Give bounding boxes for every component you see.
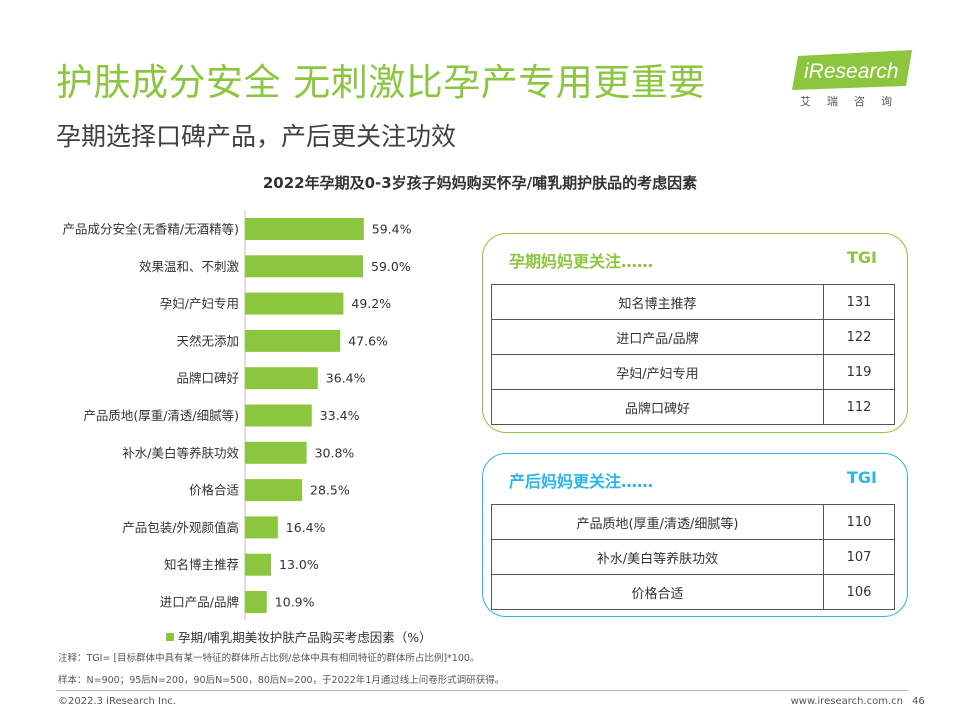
postpartum-panel-heading: 产后妈妈更关注…… (509, 472, 654, 491)
category-label: 产品成分安全(无香精/无酒精等) (63, 222, 239, 237)
table-cell-value: 119 (823, 354, 895, 390)
table-row: 品牌口碑好 112 (491, 389, 895, 425)
pregnancy-panel-heading: 孕期妈妈更关注…… (509, 252, 654, 271)
footer-copyright: ©2022.3 iResearch Inc. (58, 696, 176, 707)
category-label: 产品质地(厚重/清透/细腻等) (83, 408, 239, 423)
chart-legend: 孕期/哺乳期美妆护肤产品购买考虑因素（%） (166, 627, 432, 646)
table-cell-value: 131 (823, 284, 895, 320)
footer-url: www.iresearch.com.cn (790, 696, 903, 707)
category-label: 产品包装/外观颜值高 (122, 520, 239, 535)
category-label: 效果温和、不刺激 (139, 259, 240, 274)
table-row: 知名博主推荐 131 (491, 284, 895, 320)
legend-swatch (166, 633, 174, 641)
table-cell-value: 110 (823, 504, 895, 540)
pregnancy-tgi-label: TGI (847, 248, 877, 267)
postpartum-tgi-label: TGI (847, 468, 877, 487)
bar (245, 441, 307, 464)
data-label: 10.9% (275, 595, 315, 610)
data-label: 59.4% (372, 222, 412, 237)
data-label: 13.0% (279, 557, 319, 572)
table-cell-label: 产品质地(厚重/清透/细腻等) (491, 504, 824, 540)
data-label: 36.4% (326, 371, 366, 386)
page-title: 护肤成分安全 无刺激比孕产专用更重要 (56, 61, 706, 104)
pregnancy-tgi-panel: 孕期妈妈更关注…… TGI 知名博主推荐 131 进口产品/品牌 122 孕妇/… (482, 233, 908, 433)
bar (245, 479, 302, 502)
table-cell-label: 进口产品/品牌 (491, 319, 824, 355)
data-label: 33.4% (320, 408, 360, 423)
chart-title: 2022年孕期及0-3岁孩子妈妈购买怀孕/哺乳期护肤品的考虑因素 (262, 174, 698, 192)
logo-subtext: 艾瑞咨询 (800, 95, 908, 108)
table-cell-value: 112 (823, 389, 895, 425)
bar (245, 218, 364, 240)
pregnancy-tgi-table: 知名博主推荐 131 进口产品/品牌 122 孕妇/产妇专用 119 品牌口碑好… (491, 284, 895, 425)
postpartum-panel-header: 产后妈妈更关注…… TGI (509, 468, 877, 492)
table-cell-label: 品牌口碑好 (491, 389, 824, 425)
footer-divider (56, 690, 908, 691)
table-row: 进口产品/品牌 122 (491, 319, 895, 355)
table-row: 产品质地(厚重/清透/细腻等) 110 (491, 504, 895, 540)
table-cell-label: 补水/美白等养肤功效 (491, 539, 824, 575)
bar (245, 292, 344, 315)
category-label: 知名博主推荐 (164, 557, 239, 572)
bar (245, 329, 341, 352)
postpartum-tgi-panel: 产后妈妈更关注…… TGI 产品质地(厚重/清透/细腻等) 110 补水/美白等… (482, 453, 908, 617)
page-number: 46 (912, 696, 925, 707)
bar (245, 404, 312, 427)
data-label: 59.0% (371, 259, 411, 274)
category-label: 价格合适 (189, 483, 239, 498)
data-label: 47.6% (348, 333, 388, 348)
sample-note: 样本：N=900；95后N=200，90后N=500，80后N=200，于202… (58, 675, 505, 686)
data-label: 28.5% (310, 483, 350, 498)
table-cell-label: 知名博主推荐 (491, 284, 824, 320)
logo-badge-shape (792, 50, 912, 90)
postpartum-tgi-table: 产品质地(厚重/清透/细腻等) 110 补水/美白等养肤功效 107 价格合适 … (491, 504, 895, 610)
table-row: 孕妇/产妇专用 119 (491, 354, 895, 390)
bar (245, 516, 278, 539)
table-row: 补水/美白等养肤功效 107 (491, 539, 895, 575)
table-cell-label: 价格合适 (491, 574, 824, 610)
table-cell-value: 107 (823, 539, 895, 575)
bar-chart: 产品成分安全(无香精/无酒精等) 59.4% 效果温和、不刺激 59.0% 孕妇/产妇专… (63, 210, 412, 620)
iresearch-logo: iResearch 艾瑞咨询 (790, 48, 918, 110)
table-cell-label: 孕妇/产妇专用 (491, 354, 824, 390)
data-label: 16.4% (286, 520, 326, 535)
logo-text: iResearch (804, 60, 899, 83)
bar (245, 367, 318, 390)
pregnancy-panel-header: 孕期妈妈更关注…… TGI (509, 248, 877, 272)
bar (245, 255, 363, 278)
page-subtitle: 孕期选择口碑产品，产后更关注功效 (56, 122, 457, 151)
legend-label: 孕期/哺乳期美妆护肤产品购买考虑因素（%） (178, 630, 432, 645)
bar (245, 591, 267, 613)
category-label: 进口产品/品牌 (160, 595, 239, 610)
table-cell-value: 122 (823, 319, 895, 355)
category-label: 孕妇/产妇专用 (160, 296, 239, 311)
bar (245, 553, 271, 576)
data-label: 30.8% (315, 445, 355, 460)
data-label: 49.2% (351, 296, 391, 311)
table-cell-value: 106 (823, 574, 895, 610)
category-label: 天然无添加 (176, 333, 239, 348)
category-label: 品牌口碑好 (176, 371, 239, 386)
tgi-note: 注释：TGI= [目标群体中具有某一特征的群体所占比例/总体中具有相同特征的群体… (58, 653, 480, 664)
table-row: 价格合适 106 (491, 574, 895, 610)
category-label: 补水/美白等养肤功效 (122, 445, 239, 460)
